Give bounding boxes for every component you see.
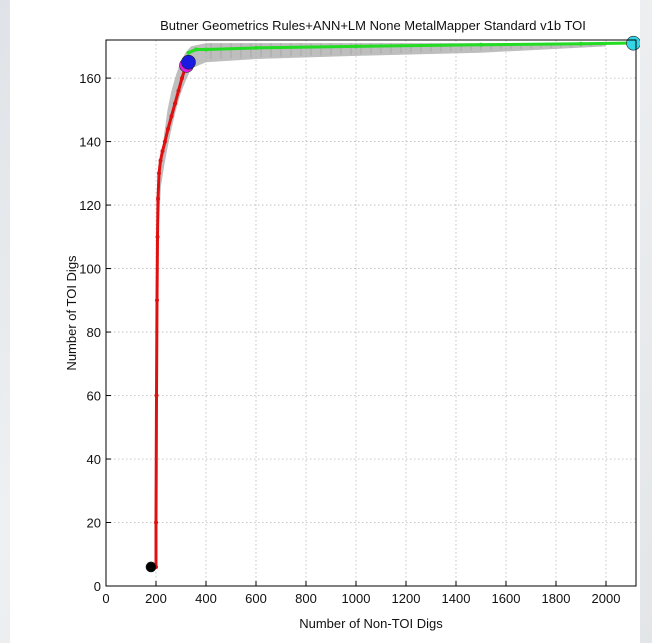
y-tick-label: 120 (79, 198, 101, 213)
green-series-point (479, 42, 483, 47)
red-series-point (155, 234, 160, 239)
red-series-point (154, 520, 158, 525)
red-series-point (163, 139, 167, 144)
red-series-point (160, 149, 165, 154)
red-series-point (166, 126, 170, 131)
red-series-point (157, 171, 161, 176)
roc-chart: 0 200 400 600 800 1000 1200 1400 1600 1800 2000 0 20… (64, 18, 640, 631)
x-tick-label: 1600 (492, 591, 521, 606)
green-series-point (254, 45, 258, 50)
blue-marker (181, 54, 196, 70)
y-tick-label: 0 (94, 579, 101, 594)
red-series (151, 58, 189, 569)
green-series-point (186, 50, 191, 55)
y-tick-label: 140 (79, 135, 101, 150)
y-tick-label: 80 (87, 325, 101, 340)
x-tick-label: 800 (295, 591, 317, 606)
red-series-point (155, 298, 159, 303)
plot-area (106, 40, 636, 586)
x-tick-label: 600 (245, 591, 267, 606)
y-tick-label: 20 (87, 516, 101, 531)
red-series-point (158, 158, 163, 163)
y-axis-label: Number of TOI Digs (64, 255, 79, 371)
green-series-point (354, 44, 358, 49)
x-tick-label: 1400 (442, 591, 471, 606)
green-series-point (204, 47, 208, 52)
green-series-point (194, 47, 198, 52)
y-tick-label: 60 (87, 389, 101, 404)
x-tick-label: 1200 (392, 591, 421, 606)
figure-panel: 0 200 400 600 800 1000 1200 1400 1600 1800 2000 0 20… (10, 0, 640, 643)
chart-title: Butner Geometrics Rules+ANN+LM None Meta… (160, 18, 586, 33)
x-tick-label: 400 (195, 591, 217, 606)
x-tick-label: 2000 (592, 591, 621, 606)
red-series-point (156, 196, 160, 201)
y-tick-label: 40 (87, 452, 101, 467)
y-tick-label: 160 (79, 71, 101, 86)
red-series-point (180, 76, 184, 81)
red-series-point (154, 393, 159, 398)
red-series-point (176, 88, 181, 93)
red-series-point (173, 101, 177, 106)
cyan-marker (626, 35, 640, 51)
x-tick-label: 1000 (342, 591, 371, 606)
x-tick-label: 200 (145, 591, 167, 606)
red-series-point (169, 114, 174, 119)
x-axis-label: Number of Non-TOI Digs (299, 616, 443, 631)
y-tick-label: 100 (79, 262, 101, 277)
black-marker (145, 561, 157, 573)
x-tick-label: 1800 (542, 591, 571, 606)
axes-frame (105, 39, 637, 587)
x-tick-label: 0 (102, 591, 109, 606)
green-series-point (579, 41, 583, 46)
